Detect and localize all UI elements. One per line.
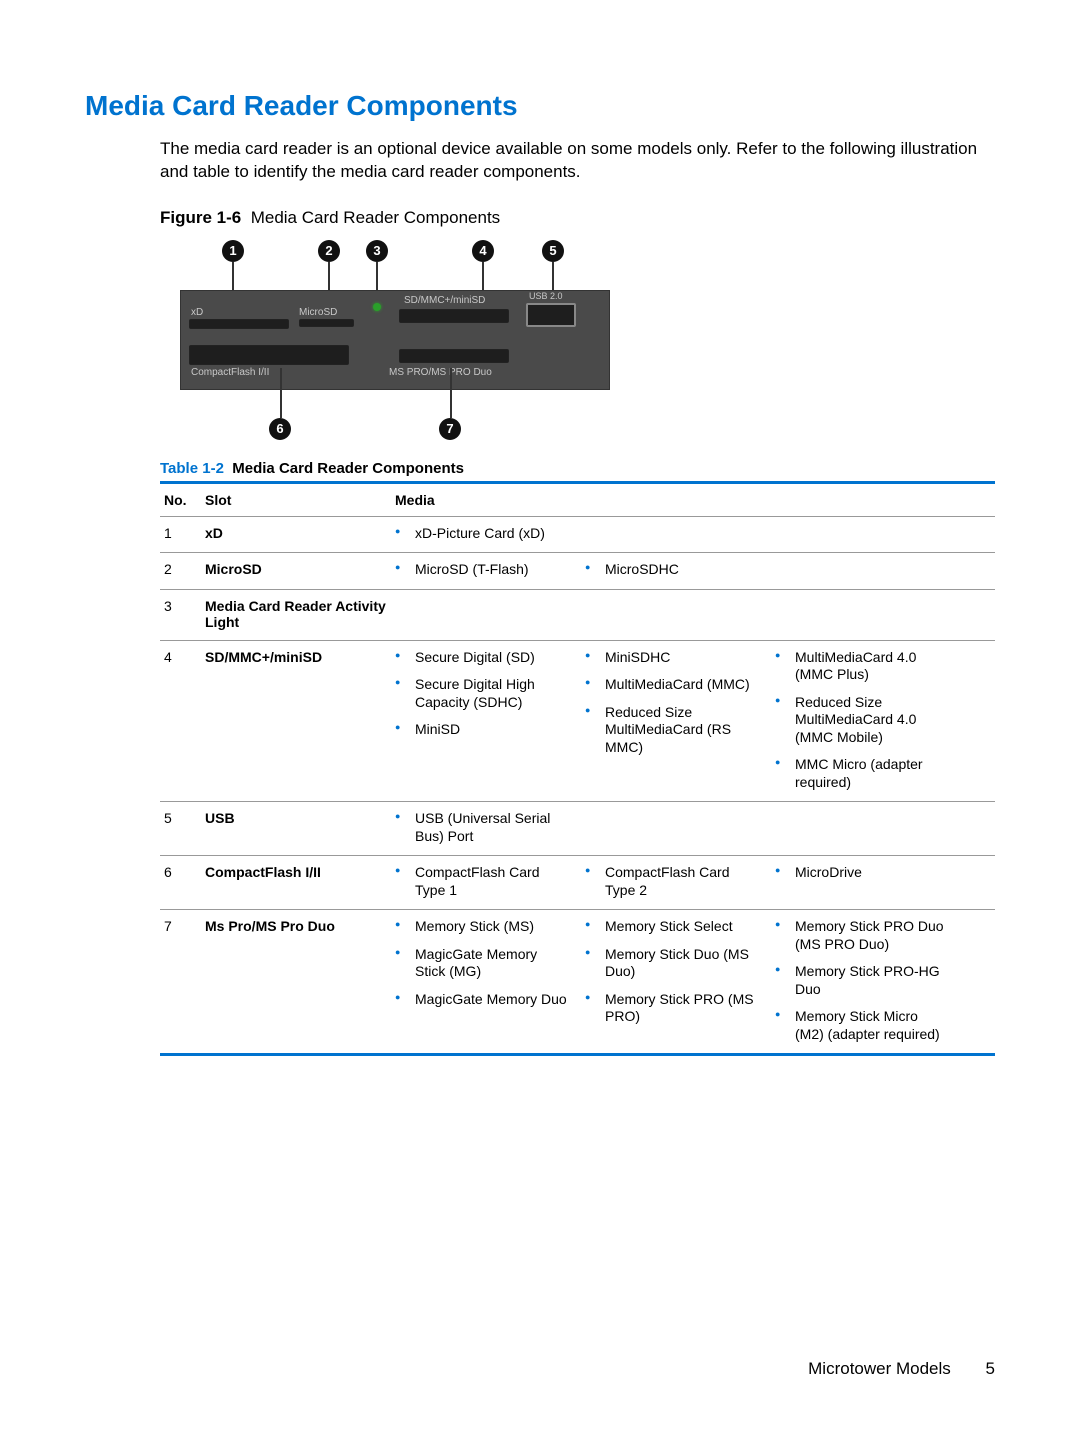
cell-slot: USB bbox=[205, 810, 395, 845]
table-header-row: No. Slot Media bbox=[160, 484, 995, 517]
media-item: xD-Picture Card (xD) bbox=[395, 525, 567, 543]
figure-caption: Figure 1-6 Media Card Reader Components bbox=[160, 208, 995, 228]
media-item: Memory Stick Micro (M2) (adapter require… bbox=[775, 1008, 947, 1043]
cell-slot: CompactFlash I/II bbox=[205, 864, 395, 899]
components-table: No. Slot Media 1xDxD-Picture Card (xD)2M… bbox=[160, 481, 995, 1057]
footer-section: Microtower Models bbox=[808, 1359, 951, 1378]
section-title: Media Card Reader Components bbox=[85, 90, 995, 122]
cell-media: Secure Digital (SD) Secure Digital High C… bbox=[395, 649, 995, 792]
panel-label-cf: CompactFlash I/II bbox=[191, 367, 269, 378]
cell-no: 5 bbox=[160, 810, 205, 845]
panel-label-xd: xD bbox=[191, 307, 203, 318]
figure-title: Media Card Reader Components bbox=[251, 208, 500, 227]
cell-no: 4 bbox=[160, 649, 205, 792]
table-caption: Table 1-2 Media Card Reader Components bbox=[160, 460, 995, 477]
media-item: Memory Stick PRO-HG Duo bbox=[775, 963, 947, 998]
media-item: USB (Universal Serial Bus) Port bbox=[395, 810, 567, 845]
figure-diagram: 1 2 3 4 5 xD MicroSD SD/MMC+/miniSD USB … bbox=[180, 240, 995, 440]
table-row: 4SD/MMC+/miniSDSecure Digital (SD)Secure… bbox=[160, 641, 995, 803]
intro-paragraph: The media card reader is an optional dev… bbox=[160, 138, 995, 184]
media-item: Reduced Size MultiMediaCard (RS MMC) bbox=[585, 704, 757, 757]
media-item: MagicGate Memory Stick (MG) bbox=[395, 946, 567, 981]
callout-3: 3 bbox=[366, 240, 388, 262]
media-item: Memory Stick Select bbox=[585, 918, 757, 936]
cell-media: USB (Universal Serial Bus) Port bbox=[395, 810, 995, 845]
media-item: CompactFlash Card Type 1 bbox=[395, 864, 567, 899]
media-item: Memory Stick Duo (MS Duo) bbox=[585, 946, 757, 981]
cell-media bbox=[395, 598, 995, 630]
media-item: Memory Stick (MS) bbox=[395, 918, 567, 936]
media-item: MicroSD (T-Flash) bbox=[395, 561, 567, 579]
media-item: Reduced Size MultiMediaCard 4.0 (MMC Mob… bbox=[775, 694, 947, 747]
figure-label: Figure 1-6 bbox=[160, 208, 241, 227]
table-row: 3Media Card Reader Activity Light bbox=[160, 590, 995, 641]
table-row: 1xDxD-Picture Card (xD) bbox=[160, 517, 995, 554]
media-item: MiniSD bbox=[395, 721, 567, 739]
cell-slot: xD bbox=[205, 525, 395, 543]
cell-slot: MicroSD bbox=[205, 561, 395, 579]
media-item: Memory Stick PRO Duo (MS PRO Duo) bbox=[775, 918, 947, 953]
cell-slot: Ms Pro/MS Pro Duo bbox=[205, 918, 395, 1043]
cell-media: xD-Picture Card (xD) bbox=[395, 525, 995, 543]
media-item: MultiMediaCard (MMC) bbox=[585, 676, 757, 694]
cell-no: 3 bbox=[160, 598, 205, 630]
header-slot: Slot bbox=[205, 492, 395, 508]
footer-page-number: 5 bbox=[986, 1359, 995, 1378]
media-item: MicroDrive bbox=[775, 864, 947, 882]
media-item: Memory Stick PRO (MS PRO) bbox=[585, 991, 757, 1026]
media-item: Secure Digital High Capacity (SDHC) bbox=[395, 676, 567, 711]
table-row: 6CompactFlash I/IICompactFlash Card Type… bbox=[160, 856, 995, 910]
cell-no: 2 bbox=[160, 561, 205, 579]
cell-media: CompactFlash Card Type 1 CompactFlash Car… bbox=[395, 864, 995, 899]
table-row: 2MicroSDMicroSD (T-Flash) MicroSDHC bbox=[160, 553, 995, 590]
panel-label-mspro: MS PRO/MS PRO Duo bbox=[389, 367, 492, 378]
table-caption-title: Media Card Reader Components bbox=[232, 460, 464, 477]
cell-media: MicroSD (T-Flash) MicroSDHC bbox=[395, 561, 995, 579]
header-no: No. bbox=[160, 492, 205, 508]
media-item: MiniSDHC bbox=[585, 649, 757, 667]
table-caption-label: Table 1-2 bbox=[160, 460, 224, 477]
callout-1: 1 bbox=[222, 240, 244, 262]
panel-label-usb: USB 2.0 bbox=[529, 291, 563, 301]
callout-2: 2 bbox=[318, 240, 340, 262]
callout-4: 4 bbox=[472, 240, 494, 262]
callout-6: 6 bbox=[269, 418, 291, 440]
activity-led-icon bbox=[373, 303, 381, 311]
cell-no: 1 bbox=[160, 525, 205, 543]
cell-media: Memory Stick (MS) MagicGate Memory Stick … bbox=[395, 918, 995, 1043]
media-item: MagicGate Memory Duo bbox=[395, 991, 567, 1009]
page-footer: Microtower Models 5 bbox=[808, 1359, 995, 1379]
cell-slot: Media Card Reader Activity Light bbox=[205, 598, 395, 630]
cell-no: 6 bbox=[160, 864, 205, 899]
cell-slot: SD/MMC+/miniSD bbox=[205, 649, 395, 792]
media-item: MicroSDHC bbox=[585, 561, 757, 579]
header-media: Media bbox=[395, 492, 995, 508]
callout-5: 5 bbox=[542, 240, 564, 262]
table-row: 5USBUSB (Universal Serial Bus) Port bbox=[160, 802, 995, 856]
callout-7: 7 bbox=[439, 418, 461, 440]
panel-label-microsd: MicroSD bbox=[299, 307, 337, 318]
media-item: CompactFlash Card Type 2 bbox=[585, 864, 757, 899]
media-item: MMC Micro (adapter required) bbox=[775, 756, 947, 791]
media-item: Secure Digital (SD) bbox=[395, 649, 567, 667]
panel-label-sdmmc: SD/MMC+/miniSD bbox=[404, 295, 485, 306]
table-row: 7Ms Pro/MS Pro DuoMemory Stick (MS) Magic… bbox=[160, 910, 995, 1053]
cell-no: 7 bbox=[160, 918, 205, 1043]
media-item: MultiMediaCard 4.0 (MMC Plus) bbox=[775, 649, 947, 684]
